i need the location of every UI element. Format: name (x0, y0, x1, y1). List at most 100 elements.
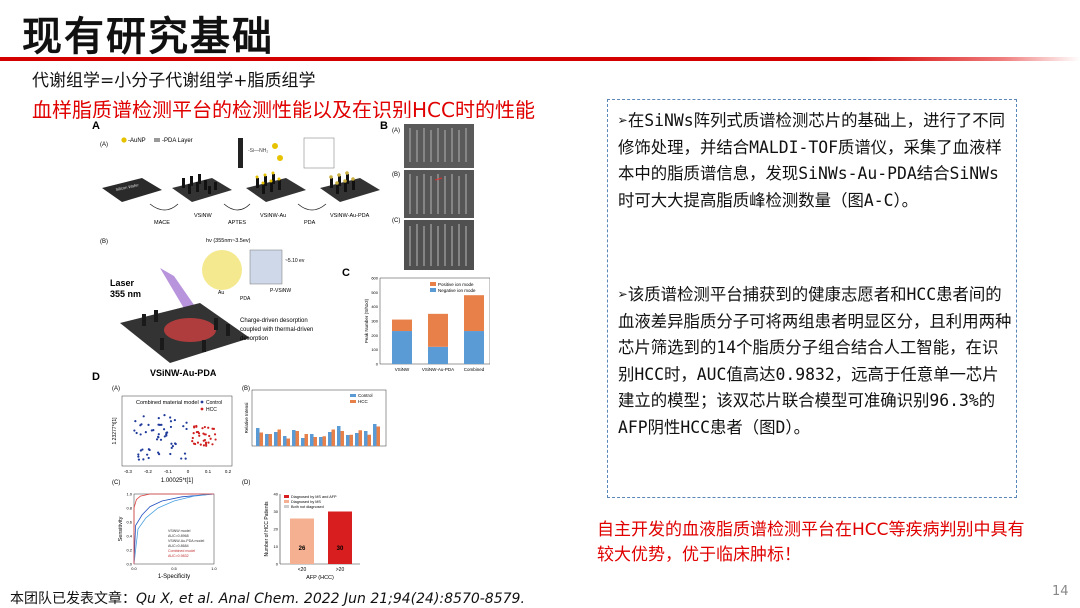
aunp-legend-dot (121, 137, 127, 143)
subtitle: 代谢组学=小分子代谢组学+脂质组学 (32, 71, 316, 91)
roc-legend-entry: VSiNW model (168, 529, 191, 533)
intensity-bar-hcc (277, 429, 281, 446)
control-point (185, 427, 188, 431)
y-tick-label: 300 (371, 319, 378, 324)
roc-curve-vsinw-au-pda (133, 493, 215, 565)
step-label: APTES (228, 220, 246, 226)
pca-panel-label: (A) (112, 386, 120, 392)
control-point (139, 433, 142, 436)
control-point (160, 423, 163, 426)
hcc-point (214, 438, 217, 441)
vsinw-au-chip (246, 178, 306, 202)
x-tick-label: -0.1 (164, 469, 172, 474)
legend-dot-hcc (200, 407, 204, 411)
step-label: VSiNW-Au-PDA (330, 213, 370, 219)
x-category-label: <20 (298, 567, 307, 573)
y-tick-label: 20 (274, 527, 279, 532)
control-point (169, 425, 173, 429)
hcc-legend-entry: Diagnosed by MS and AFP (291, 495, 337, 499)
panel-d-label: D (92, 371, 100, 383)
control-point (135, 431, 138, 435)
step-arrow (223, 203, 251, 211)
intensity-bar-control (256, 428, 260, 446)
hcc-panel-label: (D) (242, 480, 250, 486)
intensity-bar-control (364, 431, 368, 446)
y-axis-label: Peak Number (S/N≥3) (364, 298, 369, 343)
legend-swatch-control (350, 394, 356, 397)
hcc-point (199, 443, 202, 446)
aunp-particle (277, 155, 283, 161)
roc-curve-chart: 0.0 0.2 0.4 0.6 0.8 1.0 0.0 0.5 1.0 1-Specificity… (118, 492, 218, 581)
control-point (173, 418, 176, 422)
hcc-point (211, 427, 214, 430)
pda-legend: -PDA Layer (162, 138, 193, 144)
hcc-point (191, 436, 194, 440)
desorption-text: coupled with thermal-driven (240, 327, 313, 333)
intensity-bar-control (301, 438, 305, 446)
y-tick-label: 100 (371, 347, 378, 352)
control-point (184, 457, 187, 460)
au-label: Au (218, 290, 224, 296)
x-axis-label: AFP (HCC) (306, 575, 334, 581)
y-tick-label: 500 (371, 290, 378, 295)
sem-c-label: (C) (392, 218, 400, 224)
hcc-point (195, 430, 198, 434)
hcc-point (193, 426, 196, 429)
laser-spot (164, 318, 216, 342)
y-tick-label: 0.2 (126, 548, 132, 553)
y-tick-label: 1.0 (126, 492, 132, 497)
control-point (150, 429, 153, 432)
x-axis-label: 1.00025*t[1] (161, 478, 194, 484)
control-point (144, 431, 147, 434)
roc-legend-entry: Combined model (168, 549, 195, 553)
conclusion-text: 自主开发的血液脂质谱检测平台在HCC等疾病判别中具有较大优势，优于临床肿标！ (597, 520, 1025, 565)
control-point (162, 428, 166, 431)
sem-a-label: (A) (392, 128, 400, 134)
bar-positive-1 (428, 313, 448, 347)
legend-swatch-negative (430, 288, 436, 292)
step-arrow (297, 203, 327, 211)
pda-label: PDA (240, 296, 251, 302)
control-point (169, 416, 172, 419)
intensity-bar-hcc (367, 434, 371, 446)
desorption-text: desorption (240, 336, 268, 342)
intensity-bar-hcc (322, 436, 326, 446)
summary-box: ➢在SiNWs阵列式质谱检测芯片的基础上，进行了不同修饰处理，并结合MALDI-… (607, 99, 1017, 498)
control-point (137, 455, 140, 458)
intensity-bar-hcc (358, 430, 362, 446)
hcc-point (202, 444, 206, 447)
panel-a-sub-label: (A) (100, 142, 108, 148)
hcc-point (192, 432, 195, 435)
control-point (142, 415, 145, 418)
legend-hcc: HCC (358, 399, 368, 404)
intensity-bar-hcc (268, 434, 272, 446)
x-axis-label: 1-Specificity (158, 574, 190, 580)
y-axis-label: 1.23277*t[1] (112, 417, 118, 445)
intensity-bar-hcc (286, 438, 290, 446)
control-point (171, 444, 174, 448)
roc-curve-vsinw (133, 493, 215, 565)
control-point (157, 453, 161, 456)
intensity-bar-hcc (349, 434, 353, 446)
hcc-point (213, 433, 217, 436)
control-point (134, 420, 137, 423)
aunp-particle (272, 143, 278, 149)
hcc-point (208, 434, 211, 438)
hcc-bar-0 (290, 518, 314, 564)
control-point (147, 456, 150, 460)
legend-dot-control (200, 400, 204, 404)
bar-negative-0 (392, 331, 412, 364)
y-tick-label: 30 (274, 509, 279, 514)
hcc-point (211, 443, 214, 446)
silicon-wafer (102, 178, 162, 202)
intensity-bar-control (337, 426, 341, 446)
sem-b-label: (B) (392, 172, 400, 178)
control-point (166, 431, 169, 434)
laser-label: Laser (110, 278, 135, 288)
y-tick-label: 10 (274, 544, 279, 549)
hcc-legend-entry: Both not diagnosed (291, 505, 324, 509)
hcc-patients-chart: 0 10 20 30 40 Number of HCC Patients 26 <20 30 >2… (264, 492, 360, 581)
x-category-label: VSiNW (395, 367, 410, 372)
legend-control: Control (358, 393, 373, 398)
